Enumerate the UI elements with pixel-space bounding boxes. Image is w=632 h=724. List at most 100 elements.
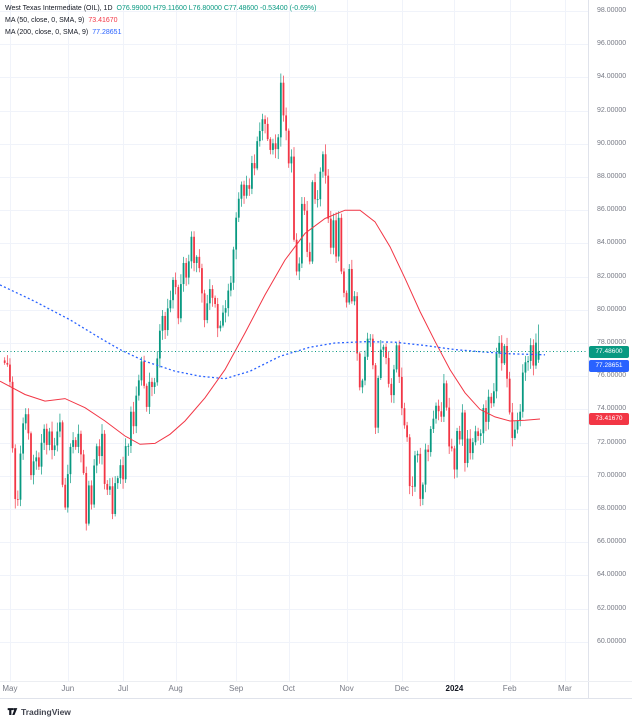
symbol-title[interactable]: West Texas Intermediate (OIL), 1D <box>5 5 113 12</box>
candle <box>485 400 487 432</box>
candle <box>327 169 330 224</box>
tradingview-logo[interactable]: TradingView <box>7 706 71 717</box>
candle <box>498 336 501 358</box>
candle <box>248 178 251 196</box>
candle <box>56 422 59 452</box>
price-tick-label: 76.00000 <box>597 372 627 380</box>
candle <box>66 464 69 513</box>
candle <box>506 337 508 388</box>
candle <box>237 192 240 223</box>
candle <box>469 429 472 460</box>
price-tick-label: 96.00000 <box>597 40 627 48</box>
candle <box>424 443 427 493</box>
candle <box>40 434 43 475</box>
price-tick-label: 74.00000 <box>597 405 627 413</box>
candle <box>77 424 80 454</box>
time-axis[interactable]: May Jun Jul Aug Sep Oct Nov Dec 2024 Feb Mar <box>0 681 632 698</box>
candle <box>182 256 185 292</box>
price-tick-label: 78.00000 <box>597 339 627 346</box>
candle <box>119 459 122 484</box>
legend-symbol-row[interactable]: West Texas Intermediate (OIL), 1D O76.99… <box>5 3 316 15</box>
candle <box>269 137 272 155</box>
candle <box>290 149 293 173</box>
price-tick-label: 88.00000 <box>597 173 627 180</box>
current-price-tag: 77.48600 <box>589 345 629 358</box>
candle <box>103 430 106 490</box>
candle <box>174 272 177 295</box>
price-tick-label: 80.00000 <box>597 305 627 313</box>
candle <box>124 438 127 483</box>
candle <box>114 476 117 517</box>
time-tick-label: Jul <box>117 684 129 693</box>
candle <box>258 122 261 147</box>
candle <box>429 426 432 457</box>
candle <box>461 404 464 446</box>
candle <box>203 289 206 328</box>
candle <box>287 128 290 168</box>
candle <box>329 210 332 255</box>
axis-separator-horizontal <box>0 681 632 682</box>
candle <box>172 277 174 309</box>
time-tick-label: Mar <box>557 684 572 693</box>
legend-ma200-row[interactable]: MA (200, close, 0, SMA, 9) 77.28651 <box>5 27 316 39</box>
candle <box>482 404 485 444</box>
candle <box>303 197 306 216</box>
candlestick-chart[interactable] <box>0 0 588 681</box>
candle <box>343 268 345 298</box>
time-tick-label: Aug <box>168 684 183 693</box>
candle <box>137 374 140 401</box>
candle <box>101 424 103 465</box>
time-tick-label: Feb <box>502 684 517 693</box>
candle <box>130 406 132 453</box>
candle <box>458 425 461 445</box>
candle <box>379 340 382 381</box>
candle <box>511 402 514 447</box>
candle <box>127 443 130 456</box>
price-axis[interactable]: 77.48600 77.28651 73.41670 98.00000 96.00… <box>589 0 632 681</box>
candle <box>479 429 482 445</box>
candle <box>16 490 19 506</box>
candle <box>395 342 398 373</box>
candle <box>227 283 230 317</box>
candle <box>72 432 74 454</box>
price-tick-label: 60.00000 <box>597 637 627 645</box>
candle <box>90 480 93 510</box>
candle <box>421 482 424 506</box>
candle <box>214 295 216 308</box>
candle <box>27 408 30 440</box>
legend-ma50-row[interactable]: MA (50, close, 0, SMA, 9) 73.41670 <box>5 15 316 27</box>
gridlines <box>0 0 588 681</box>
price-chart-pane[interactable] <box>0 0 588 681</box>
ma50-line[interactable] <box>0 209 541 445</box>
candle <box>319 167 322 207</box>
price-tick-label: 84.00000 <box>597 239 627 247</box>
candle <box>48 427 51 451</box>
ma50-price-tag: 73.41670 <box>589 413 629 426</box>
ma200-line[interactable] <box>0 284 546 380</box>
time-tick-label: 2024 <box>445 684 464 693</box>
candle <box>22 417 25 460</box>
time-tick-label: May <box>2 684 18 693</box>
candle <box>187 254 190 285</box>
candle <box>198 249 201 273</box>
time-tick-label: Jun <box>61 684 75 693</box>
price-tick-label: 82.00000 <box>597 272 627 280</box>
candle <box>453 445 456 479</box>
candle <box>82 449 85 475</box>
candle <box>19 445 22 507</box>
price-tick-label: 62.00000 <box>597 604 627 612</box>
candle <box>158 324 161 368</box>
candle <box>332 213 335 255</box>
bottom-bar: TradingView <box>0 699 632 724</box>
candle <box>537 324 540 363</box>
price-tick-label: 70.00000 <box>597 471 627 479</box>
candle <box>24 408 27 430</box>
candle <box>398 340 401 384</box>
price-tick-label: 94.00000 <box>597 73 627 81</box>
candle <box>245 175 248 199</box>
candle <box>111 477 114 520</box>
candle <box>450 438 453 452</box>
candle <box>61 420 64 488</box>
tradingview-logo-text: TradingView <box>21 706 71 717</box>
